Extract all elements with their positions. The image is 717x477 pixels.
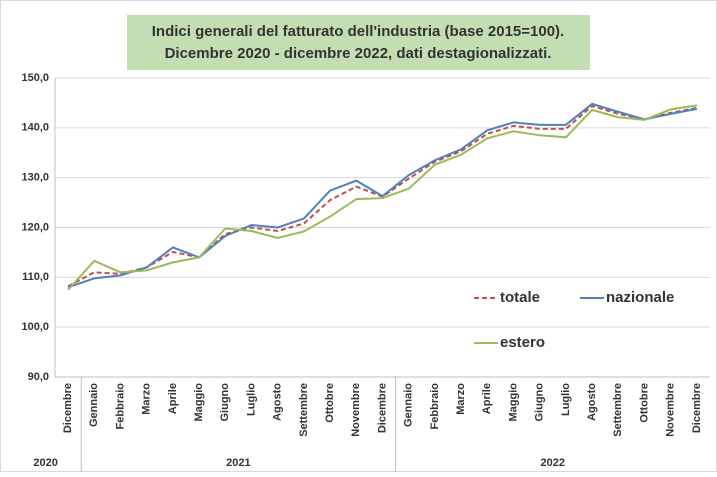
y-tick-label: 130,0 bbox=[21, 172, 49, 184]
x-tick-label: Maggio bbox=[507, 383, 519, 422]
series-line bbox=[67, 102, 698, 289]
x-tick-label: Settembre bbox=[612, 383, 624, 437]
x-tick-label: Febbraio bbox=[114, 383, 126, 430]
x-tick-label: Novembre bbox=[350, 383, 362, 437]
series-line bbox=[67, 104, 698, 291]
x-tick-label: Giugno bbox=[534, 383, 546, 422]
chart-title: Indici generali del fatturato dell'indus… bbox=[152, 23, 564, 40]
x-tick-label: Settembre bbox=[298, 383, 310, 437]
x-tick-label: Maggio bbox=[193, 383, 205, 422]
x-tick-label: Novembre bbox=[665, 383, 677, 437]
x-tick-label: Agosto bbox=[272, 383, 284, 421]
x-tick-label: Ottobre bbox=[324, 383, 336, 423]
x-tick-label: Aprile bbox=[167, 383, 179, 414]
legend-label: estero bbox=[500, 334, 545, 351]
year-label: 2020 bbox=[33, 457, 57, 469]
x-tick-label: Dicembre bbox=[62, 383, 74, 433]
x-tick-label: Gennaio bbox=[403, 383, 415, 427]
x-tick-label: Febbraio bbox=[429, 383, 441, 430]
y-tick-label: 140,0 bbox=[21, 122, 49, 134]
x-tick-label: Aprile bbox=[481, 383, 493, 414]
x-tick-label: Dicembre bbox=[376, 383, 388, 433]
x-tick-label: Agosto bbox=[586, 383, 598, 421]
y-tick-label: 150,0 bbox=[21, 72, 49, 84]
y-tick-label: 100,0 bbox=[21, 321, 49, 333]
legend-label: nazionale bbox=[606, 289, 674, 306]
x-tick-label: Gennaio bbox=[88, 383, 100, 427]
x-tick-label: Luglio bbox=[245, 383, 257, 416]
x-tick-label: Ottobre bbox=[638, 383, 650, 423]
y-tick-label: 90,0 bbox=[28, 371, 49, 383]
x-tick-label: Marzo bbox=[455, 383, 467, 415]
x-tick-label: Luglio bbox=[560, 383, 572, 416]
x-tick-label: Giugno bbox=[219, 383, 231, 422]
year-label: 2021 bbox=[226, 457, 250, 469]
title-box bbox=[127, 15, 590, 70]
year-label: 2022 bbox=[541, 457, 565, 469]
y-tick-label: 110,0 bbox=[22, 271, 49, 283]
chart-title: Dicembre 2020 - dicembre 2022, dati dest… bbox=[165, 45, 552, 62]
x-tick-label: Dicembre bbox=[691, 383, 703, 433]
x-tick-label: Marzo bbox=[141, 383, 153, 415]
y-tick-label: 120,0 bbox=[21, 221, 49, 233]
legend-label: totale bbox=[500, 289, 540, 306]
